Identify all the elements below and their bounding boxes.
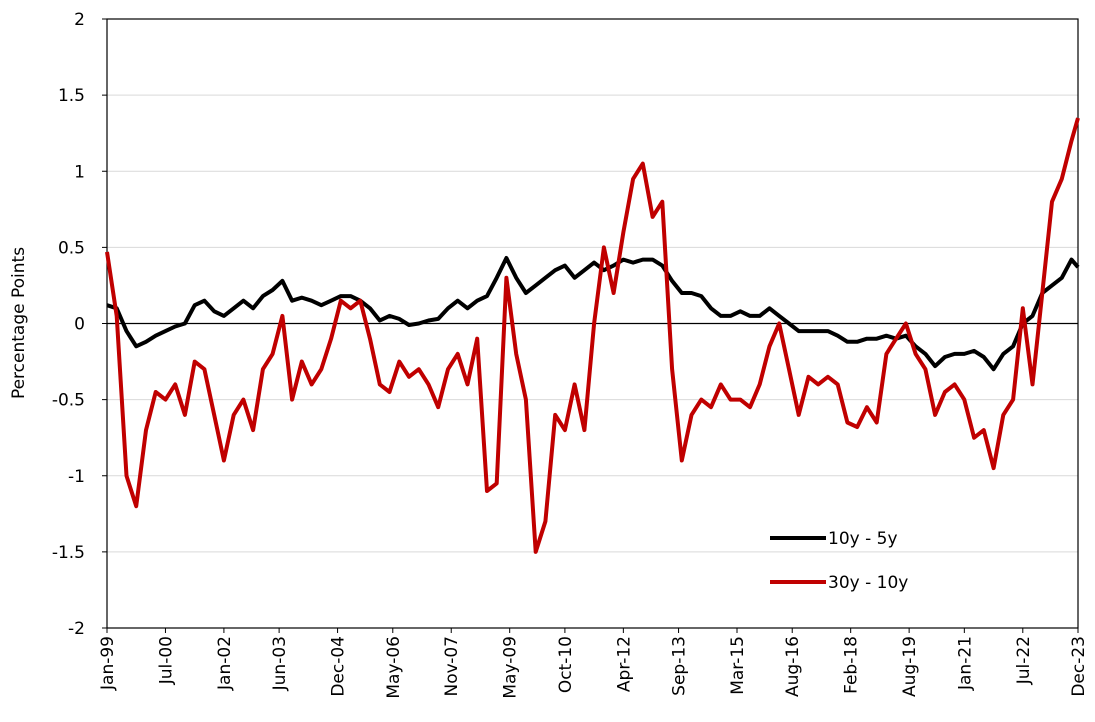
x-tick-label: May-09 bbox=[501, 636, 521, 699]
y-tick-label: 0.5 bbox=[58, 238, 85, 258]
series-line bbox=[105, 117, 1080, 554]
x-tick-label: Mar-15 bbox=[728, 636, 748, 695]
y-tick-label: -1 bbox=[68, 467, 85, 487]
x-tick-label: Jan-99 bbox=[98, 636, 118, 691]
legend-label: 10y - 5y bbox=[828, 529, 898, 549]
y-tick-label: -1.5 bbox=[52, 543, 85, 563]
x-tick-label: Oct-10 bbox=[556, 636, 576, 693]
x-tick-label: Jul-22 bbox=[1014, 636, 1034, 685]
x-tick-label: Jun-03 bbox=[270, 636, 290, 691]
y-tick-label: 0 bbox=[74, 315, 85, 335]
x-tick-label: Jan-21 bbox=[955, 636, 975, 691]
y-tick-label: -2 bbox=[68, 619, 85, 639]
x-tick-label: Aug-19 bbox=[900, 636, 920, 697]
x-tick-label: May-06 bbox=[384, 636, 404, 699]
y-axis-label: Percentage Points bbox=[9, 247, 29, 399]
x-tick-label: Nov-07 bbox=[442, 636, 462, 697]
x-tick-label: Dec-04 bbox=[329, 636, 349, 697]
y-tick-label: 2 bbox=[74, 10, 85, 30]
x-tick-label: Jan-02 bbox=[215, 636, 235, 691]
y-tick-label: -0.5 bbox=[52, 391, 85, 411]
x-tick-label: Aug-16 bbox=[783, 636, 803, 697]
x-tick-label: Sep-13 bbox=[670, 636, 690, 696]
plot-frame bbox=[106, 18, 1079, 629]
series-line bbox=[106, 256, 1080, 372]
x-tick-label: Apr-12 bbox=[614, 636, 634, 692]
x-tick-label: Feb-18 bbox=[842, 636, 862, 694]
legend-label: 30y - 10y bbox=[828, 573, 908, 593]
x-tick-label: Dec-23 bbox=[1069, 636, 1089, 697]
x-tick-label: Jul-00 bbox=[156, 636, 176, 685]
y-tick-label: 1 bbox=[74, 162, 85, 182]
y-tick-label: 1.5 bbox=[58, 86, 85, 106]
